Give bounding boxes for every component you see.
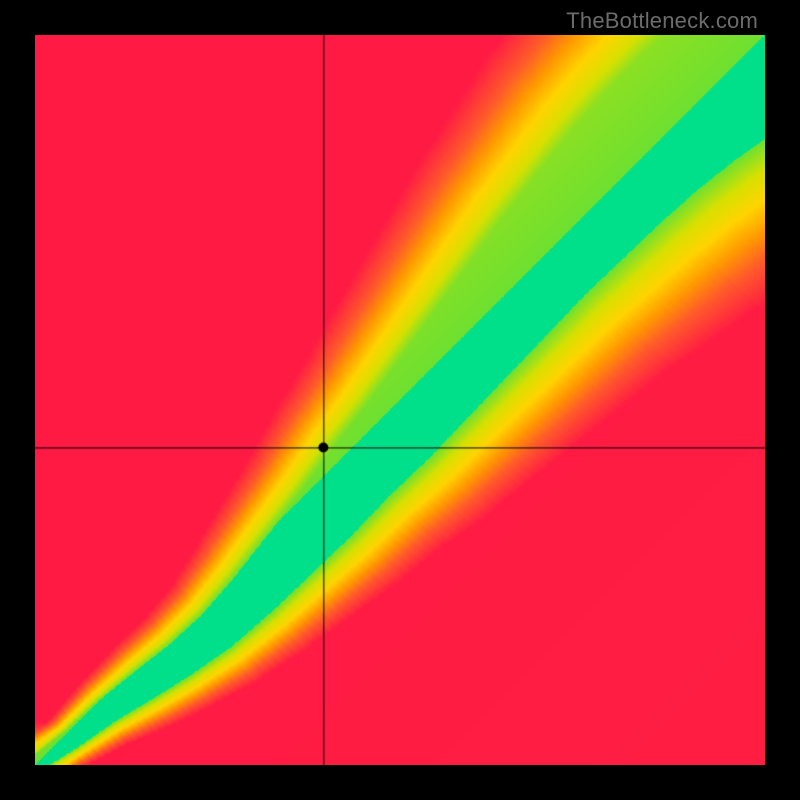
heatmap-plot: [35, 35, 765, 765]
watermark-text: TheBottleneck.com: [566, 8, 758, 34]
